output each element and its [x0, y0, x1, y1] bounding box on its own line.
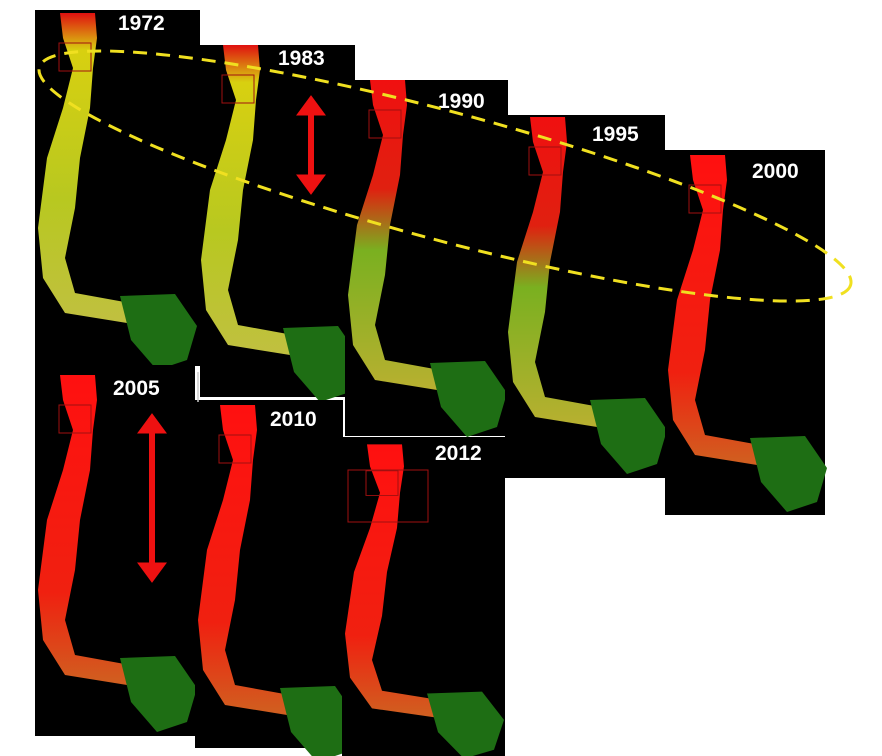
year-label: 2005: [113, 377, 160, 400]
year-label: 2010: [270, 408, 317, 431]
year-label: 2012: [435, 442, 482, 465]
year-label: 1972: [118, 12, 165, 35]
year-label: 1995: [592, 123, 639, 146]
panel-1972: [35, 10, 200, 370]
panel-2005: [35, 365, 197, 736]
year-label: 1983: [278, 47, 325, 70]
panel-2012: [342, 437, 505, 756]
panel-2010: [195, 400, 357, 756]
panel-2000: [665, 150, 827, 515]
panel-1983: [200, 45, 360, 402]
map-composite: 1972 1983 1990 1995 2000 2005 2010 2012: [0, 0, 882, 756]
panel-1995: [505, 115, 667, 478]
year-label: 1990: [438, 90, 485, 113]
year-label: 2000: [752, 160, 799, 183]
panel-1990: [345, 80, 508, 437]
